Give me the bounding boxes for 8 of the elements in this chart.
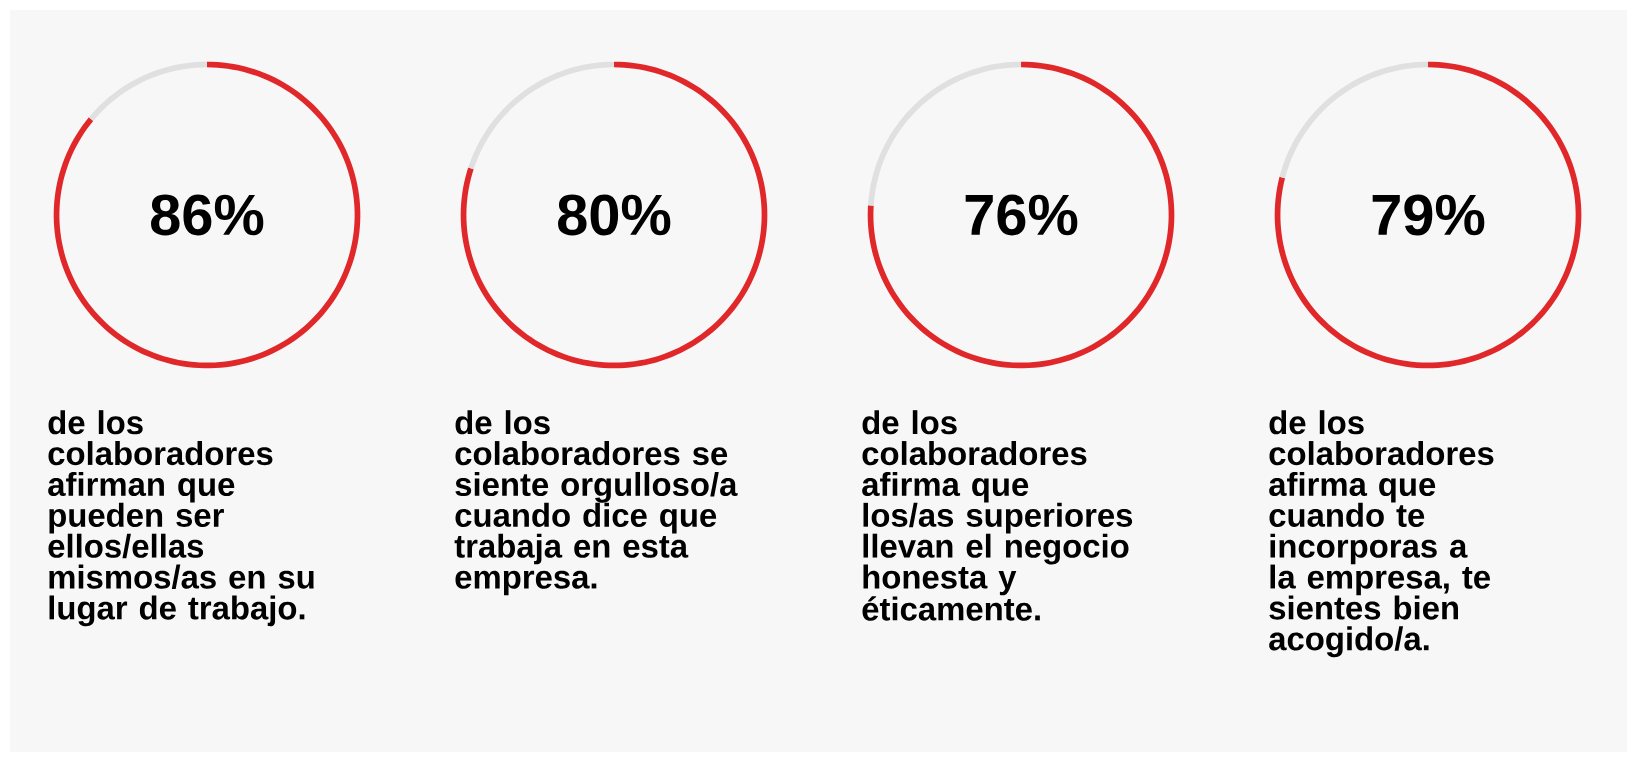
text: de los colaboradores afirma que cuando te incorporas a la empresa, te sientes bien acogido/a. — [1269, 410, 1494, 658]
text: de los colaboradores afirma que los/as superiores llevan el negocio honesta y éticamente. — [862, 410, 1133, 621]
data-label: 79% — [1372, 194, 1485, 236]
data-label: 86% — [151, 194, 264, 236]
text: de los colaboradores se siente orgulloso/a cuando dice que trabaja en esta empresa. — [454, 410, 738, 596]
data-label: 76% — [965, 194, 1078, 236]
text: de los colaboradores afirman que pueden ser ellos/ellas mismos/as en su lugar de trabajo. — [48, 410, 314, 627]
data-label: 80% — [558, 194, 671, 236]
